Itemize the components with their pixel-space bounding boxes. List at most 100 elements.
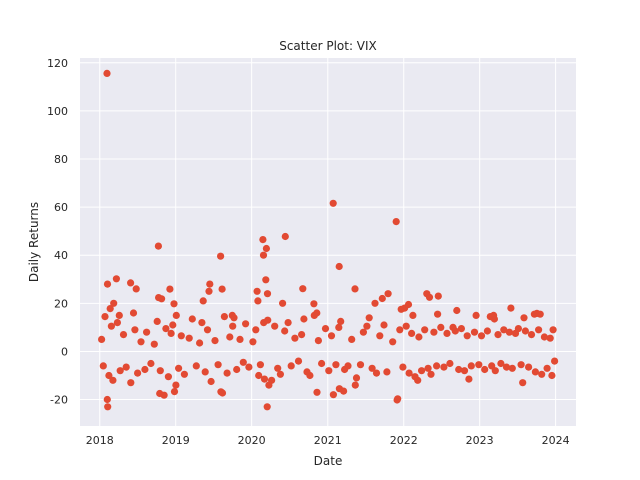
data-point [306,371,314,380]
data-point [300,315,308,323]
data-point [472,311,480,319]
data-point [156,367,164,375]
data-point [196,339,204,347]
x-tick-label: 2018 [86,434,114,447]
data-point [446,359,454,368]
y-tick-label: 40 [54,249,68,262]
data-point [299,285,307,293]
data-point [525,363,533,371]
data-point [502,363,511,371]
data-point [453,306,461,315]
data-point [147,359,155,368]
data-point [389,338,397,346]
x-axis-label: Date [314,454,343,468]
data-point [281,327,289,335]
data-point [535,326,543,334]
data-point [520,314,528,322]
data-point [106,305,114,313]
data-point [481,365,489,374]
data-point [521,327,530,335]
y-tick-label: 120 [47,57,68,70]
data-point [404,300,413,309]
data-point [372,369,381,377]
data-point [253,287,261,295]
data-point [206,280,214,288]
data-point [185,334,193,342]
data-point [268,376,276,384]
data-point [127,279,135,287]
data-point [455,365,463,374]
data-point [427,370,435,378]
x-tick-label: 2024 [542,434,570,447]
data-point [314,337,322,345]
data-point [199,297,207,305]
data-point [220,313,228,321]
data-point [430,328,438,336]
chart-title: Scatter Plot: VIX [279,39,377,53]
data-point [137,338,145,346]
data-point [421,326,429,334]
data-point [380,321,388,329]
data-point [348,335,356,343]
data-point [103,280,112,288]
data-point [211,337,219,345]
data-point [218,389,227,397]
data-point [167,329,175,337]
y-axis-label: Daily Returns [27,202,41,282]
data-point [310,300,318,308]
y-tick-label: 60 [54,201,68,214]
data-point [150,340,158,348]
data-point [337,317,345,325]
data-point [242,320,250,328]
data-point [279,299,287,307]
data-point [310,311,318,319]
data-point [351,285,359,293]
data-point [230,314,238,322]
data-point [402,322,410,330]
data-point [218,285,226,293]
data-point [411,373,419,381]
data-point [134,369,142,377]
data-point [271,322,279,330]
data-point [409,311,417,319]
data-point [214,361,222,369]
data-point [287,362,295,370]
data-point [332,361,340,369]
data-point [103,395,111,404]
data-point [259,251,268,259]
data-point [153,317,161,325]
data-point [170,300,178,308]
data-point [418,367,426,375]
x-tick-label: 2021 [314,434,342,447]
data-point [483,327,491,335]
data-point [356,361,365,369]
data-point [399,363,407,371]
data-point [131,326,139,334]
data-point [223,369,231,377]
x-tick-label: 2020 [238,434,266,447]
data-point [329,391,337,399]
data-point [169,321,177,329]
data-point [433,362,441,370]
data-point [425,293,434,301]
y-tick-label: 80 [54,153,68,166]
data-point [177,332,185,340]
data-point [536,310,544,318]
data-point [115,311,123,319]
data-point [517,361,525,369]
data-point [170,388,179,396]
data-point [384,290,392,298]
data-point [363,322,371,330]
data-point [229,322,237,330]
data-point [440,363,448,371]
data-point [160,391,168,399]
data-point [507,304,515,312]
data-point [424,364,432,372]
data-point [505,328,513,336]
data-point [198,319,206,327]
data-point [201,368,209,376]
data-point [172,381,180,389]
data-point [262,276,270,284]
data-point [467,362,475,370]
